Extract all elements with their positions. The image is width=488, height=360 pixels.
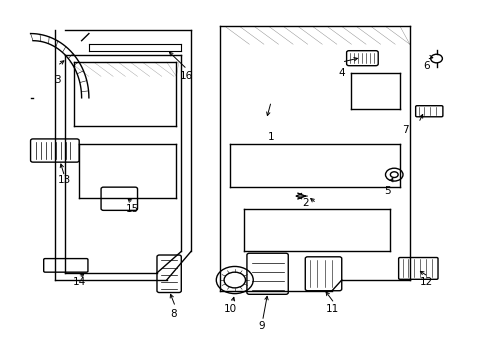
Text: 13: 13 — [58, 175, 71, 185]
Text: 12: 12 — [419, 277, 432, 287]
Text: 7: 7 — [401, 125, 407, 135]
Text: 10: 10 — [223, 303, 236, 314]
Text: 9: 9 — [258, 321, 264, 332]
Text: 6: 6 — [423, 61, 429, 71]
Text: 1: 1 — [267, 132, 274, 142]
Text: 15: 15 — [126, 203, 139, 213]
Text: 16: 16 — [179, 71, 192, 81]
Text: 5: 5 — [384, 186, 390, 196]
Text: 11: 11 — [325, 303, 338, 314]
Text: 4: 4 — [338, 68, 345, 78]
Text: 2: 2 — [302, 198, 308, 208]
Text: 14: 14 — [72, 277, 85, 287]
Text: 3: 3 — [54, 75, 61, 85]
Text: 8: 8 — [170, 309, 177, 319]
